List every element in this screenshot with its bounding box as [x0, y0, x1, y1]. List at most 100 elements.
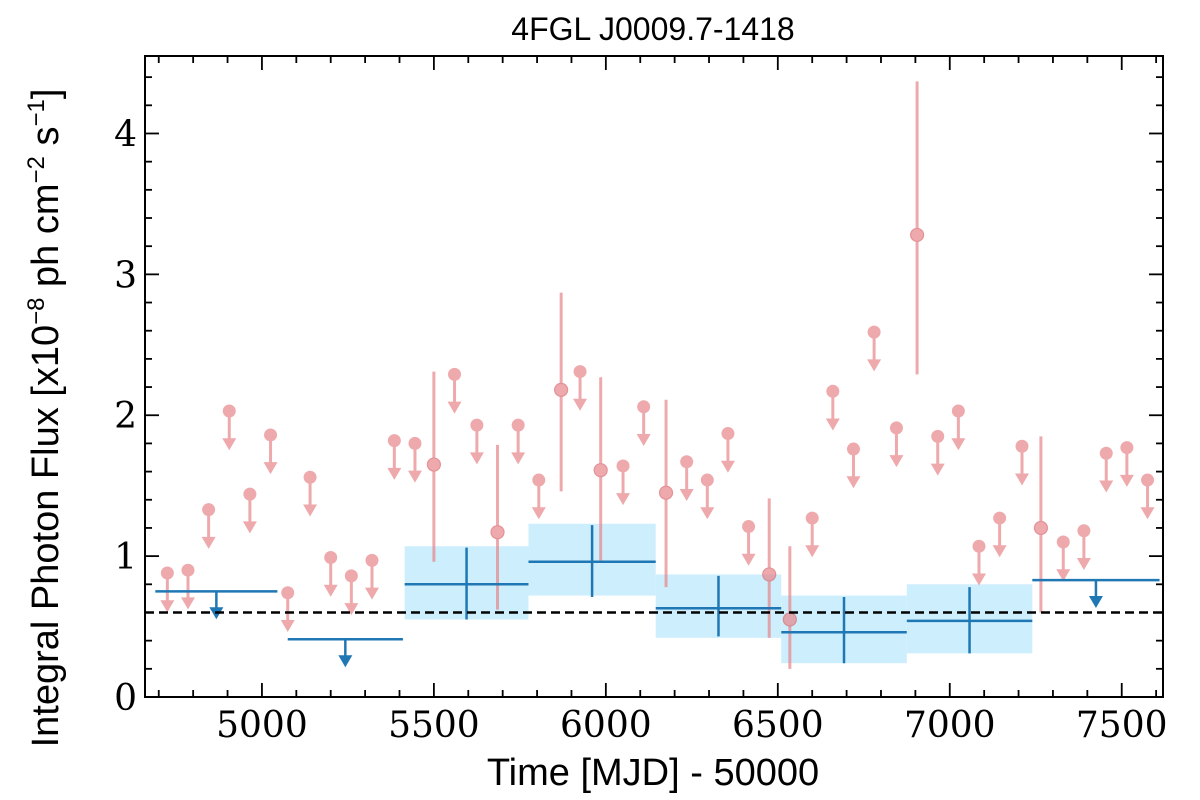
short-bin-upper-limit	[992, 511, 1007, 558]
upper-limit-arrow-head	[323, 584, 338, 597]
short-bin-upper-limit	[972, 539, 987, 586]
long-bin-upper-limit	[155, 590, 278, 620]
y-axis-label-unit: ph cm	[25, 183, 67, 297]
short-bin-upper-limit-point	[408, 436, 422, 450]
short-bin-upper-limit-point	[867, 325, 881, 339]
short-bin-upper-limit	[222, 404, 237, 451]
short-bin-upper-limit	[1119, 441, 1134, 487]
short-bin-upper-limit	[263, 428, 278, 475]
short-bin-upper-limit-point	[365, 553, 379, 567]
short-bin-detection	[554, 292, 569, 492]
short-bin-upper-limit-point	[387, 434, 401, 448]
y-axis-label-unit: s	[25, 127, 67, 157]
short-bin-upper-limit-point	[160, 566, 174, 580]
y-axis-label-exponent: −1	[23, 99, 50, 126]
long-bin-detection	[655, 575, 782, 637]
short-bin-upper-limit	[280, 586, 295, 632]
y-axis-label: Integral Photon Flux [x10−8 ph cm−2 s−1]	[23, 89, 67, 748]
upper-limit-arrow-head	[930, 463, 945, 476]
upper-limit-arrow-head	[1119, 474, 1134, 487]
short-bin-upper-limit	[679, 455, 694, 501]
short-bin-upper-limit-point	[700, 473, 714, 487]
short-bin-upper-limit	[323, 551, 338, 597]
short-bin-upper-limit-point	[993, 511, 1007, 525]
y-tick-label: 2	[114, 396, 137, 437]
short-bin-upper-limit-point	[303, 470, 317, 484]
upper-limit-arrow-head	[616, 493, 631, 506]
short-bin-upper-limit	[741, 520, 756, 566]
x-tick-label: 5000	[216, 705, 308, 746]
x-axis-label: Time [MJD] - 50000	[487, 752, 819, 794]
upper-limit-arrow-head	[1056, 569, 1071, 582]
long-bin-detection	[528, 525, 656, 597]
short-bin-upper-limit	[1140, 473, 1155, 520]
upper-limit-arrow-head	[364, 587, 379, 600]
upper-limit-arrow-head	[889, 455, 904, 468]
upper-limit-arrow-head	[242, 521, 257, 534]
short-bin-upper-limit	[720, 427, 735, 473]
short-bin-point	[554, 382, 569, 397]
short-bin-upper-limit-point	[1141, 473, 1155, 487]
short-bin-point	[658, 485, 674, 500]
short-bin-upper-limit-point	[1077, 524, 1091, 538]
upper-limit-arrow-head	[992, 545, 1007, 558]
upper-limit-arrow-head	[280, 619, 295, 632]
short-bin-upper-limit	[407, 436, 422, 483]
short-bin-upper-limit	[344, 569, 359, 616]
short-bin-detection	[426, 371, 441, 562]
upper-limit-arrow-head	[720, 460, 735, 473]
short-bin-detection	[762, 498, 777, 638]
short-bin-detection	[909, 81, 925, 375]
short-bin-upper-limit-point	[511, 418, 525, 432]
y-tick-label: 0	[114, 678, 137, 719]
short-bin-upper-limit	[805, 511, 820, 558]
short-bin-upper-limit	[889, 421, 904, 468]
short-bin-upper-limit	[846, 442, 861, 489]
upper-limit-arrow-head	[805, 545, 820, 558]
short-bin-upper-limit	[364, 553, 379, 600]
y-tick-label: 3	[114, 255, 137, 296]
short-bin-upper-limit-point	[680, 455, 694, 469]
short-bin-point	[909, 227, 925, 243]
long-bin-detection	[404, 547, 529, 620]
short-bin-upper-limit	[636, 400, 651, 447]
upper-limit-arrow-head	[1076, 557, 1091, 570]
short-bin-upper-limit-point	[1056, 535, 1070, 549]
short-bin-upper-limit	[160, 566, 175, 613]
upper-limit-arrow-head	[338, 655, 353, 668]
short-bin-upper-limit	[867, 325, 882, 372]
short-bin-upper-limit-point	[826, 384, 840, 398]
upper-limit-arrow-head	[387, 467, 402, 480]
y-axis-label-end: ]	[25, 89, 67, 100]
short-bin-upper-limit-point	[616, 459, 630, 473]
short-bin-upper-limit-point	[721, 427, 735, 441]
upper-limit-arrow-head	[447, 401, 462, 414]
short-bin-detection	[490, 444, 505, 610]
upper-limit-arrow-head	[407, 470, 422, 483]
upper-limit-arrow-head	[1014, 473, 1029, 486]
short-bin-detection	[658, 399, 674, 588]
upper-limit-arrow-head	[201, 536, 216, 549]
short-bin-point	[1033, 520, 1049, 536]
short-bin-upper-limit-point	[972, 539, 986, 553]
y-axis-label-exponent: −8	[23, 298, 50, 325]
y-tick-label: 1	[114, 537, 137, 578]
short-bin-upper-limit-point	[222, 404, 236, 418]
short-bin-upper-limit	[180, 563, 195, 610]
upper-limit-arrow-head	[679, 488, 694, 501]
short-bin-detection	[1033, 436, 1049, 613]
plot-frame	[144, 55, 1164, 698]
upper-limit-arrow-head	[573, 398, 588, 411]
short-bin-upper-limit	[1014, 439, 1029, 486]
short-bin-upper-limit-point	[448, 367, 462, 381]
upper-limit-arrow-head	[160, 600, 175, 613]
short-bin-upper-limit	[201, 503, 216, 549]
short-bin-upper-limit-point	[637, 400, 651, 414]
short-bin-upper-limit-point	[243, 487, 257, 501]
upper-limit-arrow-head	[700, 507, 715, 520]
x-tick-label: 6000	[560, 705, 652, 746]
x-tick-label: 6500	[732, 705, 824, 746]
x-tick-label: 7000	[904, 705, 996, 746]
short-bin-upper-limit	[700, 473, 715, 520]
long-bin-detection	[781, 596, 907, 664]
